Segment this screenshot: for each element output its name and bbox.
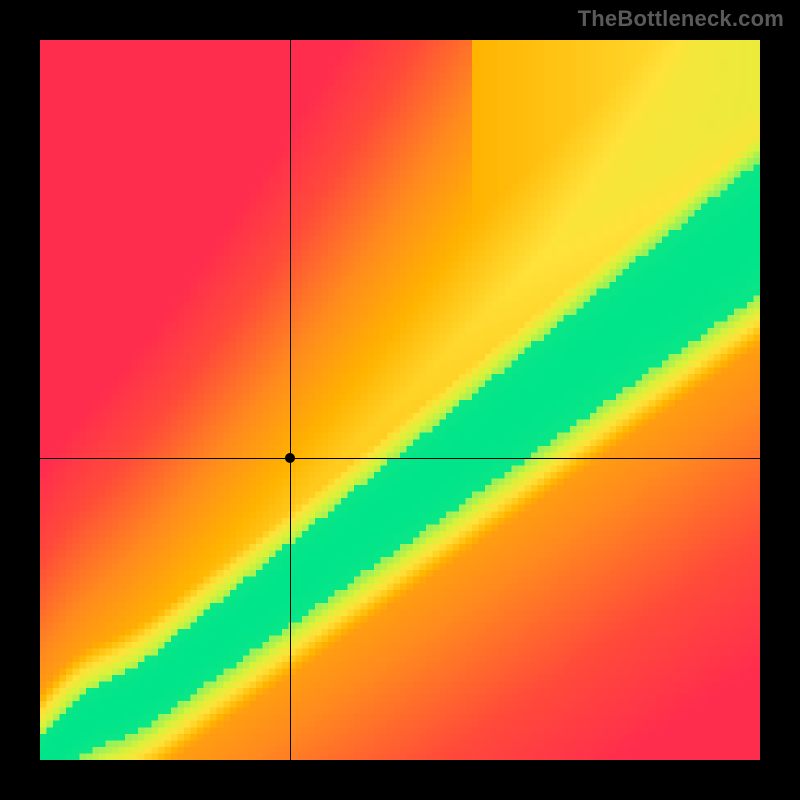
crosshair-horizontal — [40, 458, 760, 459]
heatmap-canvas — [40, 40, 760, 760]
watermark-text: TheBottleneck.com — [578, 6, 784, 32]
crosshair-vertical — [290, 40, 291, 760]
data-point-marker — [285, 453, 295, 463]
heatmap-plot — [40, 40, 760, 760]
